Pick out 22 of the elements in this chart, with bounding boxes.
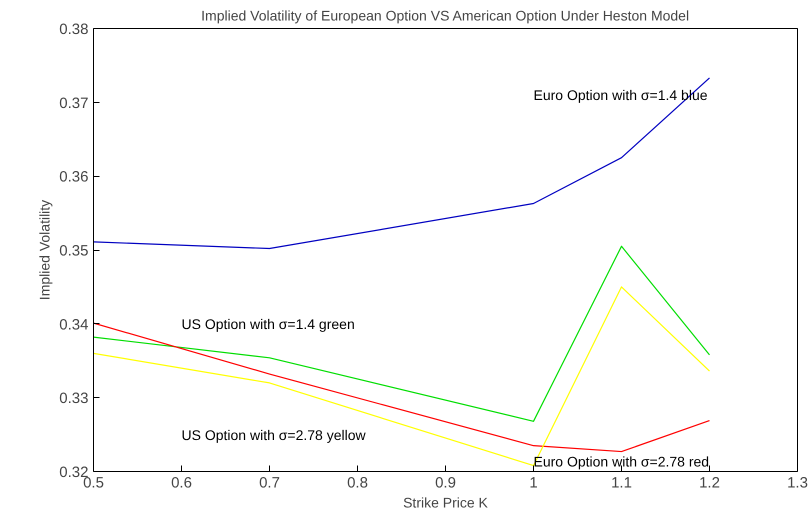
x-tick-label: 1 [529, 474, 538, 492]
x-tick-label: 0.7 [259, 474, 280, 492]
annotation: US Option with σ=2.78 yellow [182, 427, 367, 444]
annotation: Euro Option with σ=2.78 red [534, 454, 710, 470]
y-tick-label: 0.33 [59, 390, 89, 408]
x-tick-label: 1.3 [787, 474, 808, 492]
chart-title: Implied Volatility of European Option VS American Option Under Heston Model [201, 8, 690, 24]
x-axis-title: Strike Price K [403, 494, 489, 510]
y-tick-label: 0.35 [59, 242, 89, 260]
y-axis-title: Implied Volatility [36, 200, 52, 300]
x-tick-label: 0.9 [435, 474, 456, 492]
x-tick-label: 0.6 [171, 474, 192, 492]
x-tick-label: 1.2 [699, 474, 720, 492]
x-tick-label: 1.1 [611, 474, 632, 492]
x-tick-label: 0.8 [347, 474, 368, 492]
y-tick-label: 0.37 [59, 94, 89, 112]
y-tick-label: 0.36 [59, 168, 89, 186]
line-series [94, 77, 710, 250]
annotation: US Option with σ=1.4 green [182, 316, 355, 332]
y-tick-label: 0.38 [59, 21, 89, 38]
y-tick-label: 0.34 [59, 316, 89, 334]
line-series [94, 246, 710, 422]
